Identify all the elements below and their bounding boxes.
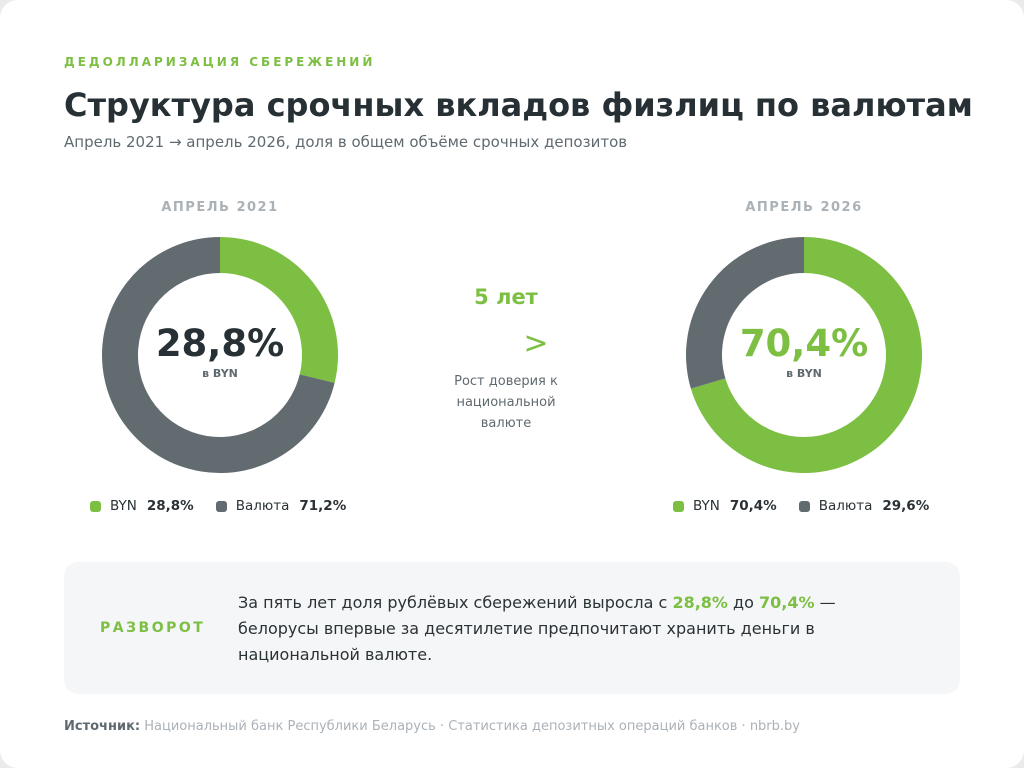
legend-value-byn: 70,4%: [729, 498, 777, 514]
legend-value-currency: 29,6%: [882, 498, 930, 514]
legend-swatch-byn: [673, 500, 684, 512]
callout-label: РАЗВОРОТ: [100, 620, 206, 636]
legend-swatch-currency: [798, 500, 810, 512]
legend-item-byn-2021: BYN 28,8%: [90, 498, 194, 514]
callout-text-after: — белорусы впервые за десятилетие предпо…: [238, 593, 836, 664]
page-subtitle: Апрель 2021 → апрель 2026, доля в общем …: [64, 133, 628, 151]
legend-item-currency-2026: Валюта 29,6%: [798, 498, 930, 514]
source-label: Источник:: [64, 719, 141, 734]
callout-highlight-to: 70,4%: [758, 593, 815, 612]
legend-label-byn: BYN: [110, 498, 137, 514]
legend-swatch-currency: [215, 500, 227, 512]
legend-value-byn: 28,8%: [146, 498, 194, 514]
chart-2021-title: АПРЕЛЬ 2021: [161, 200, 279, 215]
source-text: Национальный банк Республики Беларусь · …: [144, 719, 800, 734]
callout-text-before: За пять лет доля рублёвых сбережений выр…: [238, 593, 673, 612]
trust-caption: Рост доверия к национальной валюте: [454, 374, 558, 431]
legend-2021: BYN 28,8% Валюта 71,2%: [90, 496, 346, 516]
center-value-2021: 28,8%: [155, 322, 285, 365]
page-title: Структура срочных вкладов физлиц по валю…: [64, 86, 973, 124]
legend-2026: BYN 70,4% Валюта 29,6%: [673, 496, 929, 516]
donut-slice-currency: [101, 237, 335, 473]
legend-label-currency: Валюта: [818, 498, 873, 514]
donut-chart-2021: [101, 237, 338, 473]
donut-slice-byn: [220, 237, 338, 383]
callout-highlight-from: 28,8%: [672, 593, 728, 612]
donut-chart-2026: [686, 237, 922, 473]
center-caption-2026: в BYN: [786, 367, 822, 380]
callout-text-middle: до: [727, 593, 759, 612]
callout-box: РАЗВОРОТ За пять лет доля рублёвых сбере…: [64, 562, 960, 694]
legend-item-currency-2021: Валюта 71,2%: [215, 498, 347, 514]
period-label: 5 лет: [474, 285, 538, 309]
legend-item-byn-2026: BYN 70,4%: [673, 498, 777, 514]
kicker: ДЕДОЛЛАРИЗАЦИЯ СБЕРЕЖЕНИЙ: [64, 55, 376, 69]
legend-value-currency: 71,2%: [299, 498, 347, 514]
legend-label-byn: BYN: [693, 498, 720, 514]
callout-text: За пять лет доля рублёвых сбережений выр…: [238, 590, 918, 668]
chart-2026-title: АПРЕЛЬ 2026: [745, 200, 863, 215]
donut-slice-byn: [690, 237, 922, 473]
donut-slice-currency: [686, 237, 804, 389]
legend-label-currency: Валюта: [235, 498, 290, 514]
center-value-2026: 70,4%: [739, 322, 869, 365]
legend-swatch-byn: [90, 500, 101, 512]
arrow-right-icon: >: [523, 326, 549, 361]
source-note: Источник: Национальный банк Республики Б…: [64, 719, 800, 734]
center-caption-2021: в BYN: [202, 367, 238, 380]
